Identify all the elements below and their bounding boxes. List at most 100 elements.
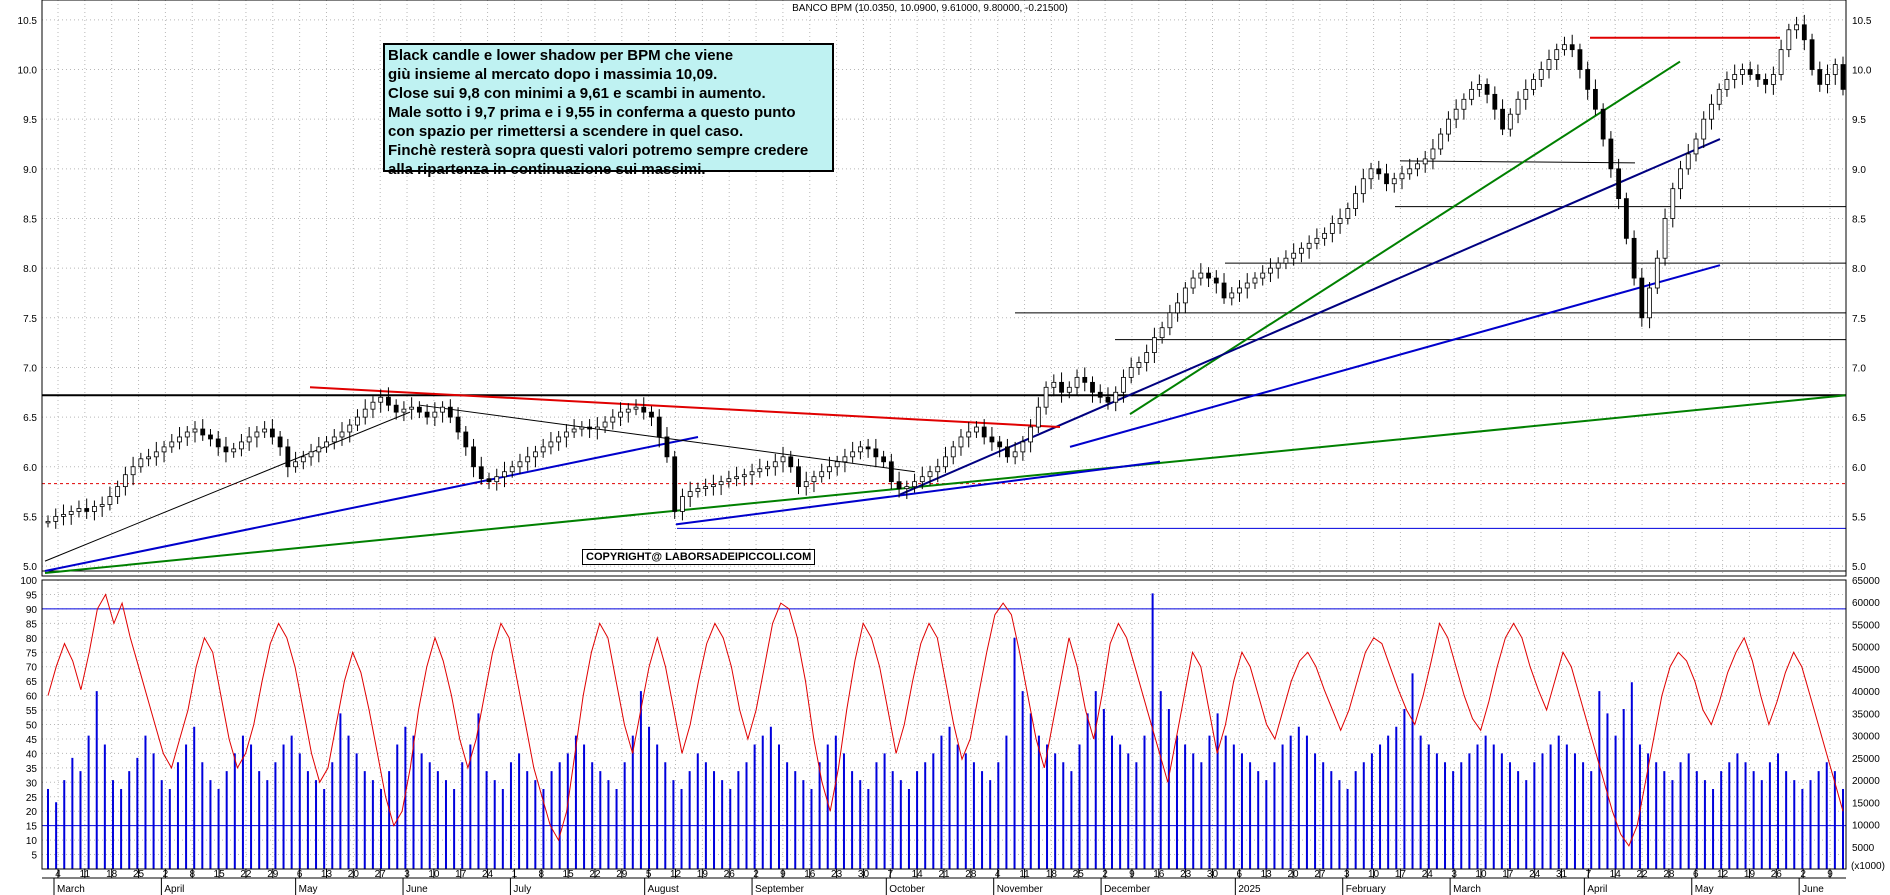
- candle-white: [556, 436, 562, 443]
- volume-tick-label: 10000: [1852, 821, 1880, 832]
- candle-white: [857, 446, 863, 453]
- volume-right-ticks: 5000 10000 15000 20000 25000 30000 35000 40000 4…: [1852, 576, 1880, 854]
- oscillator-tick-label: 5: [31, 851, 37, 862]
- candle-black: [200, 428, 206, 436]
- candle-white: [1159, 327, 1165, 339]
- trendline-green: [1129, 60, 1681, 415]
- trendline-green-long: [44, 394, 1847, 575]
- candle-white: [1345, 208, 1351, 219]
- candle-white: [1732, 74, 1738, 80]
- y-tick-label-right: 10.5: [1852, 16, 1872, 27]
- volume-tick-label: 30000: [1852, 732, 1880, 743]
- y-tick-label-left: 5.5: [23, 512, 37, 523]
- x-day-label: 3: [404, 869, 410, 880]
- candle-white: [1693, 138, 1699, 155]
- x-day-label: 17: [1502, 869, 1514, 880]
- x-month-label: May: [299, 884, 318, 895]
- candle-white: [509, 466, 515, 473]
- candle-white: [184, 431, 190, 438]
- candle-white: [850, 451, 856, 458]
- candle-white: [254, 431, 260, 438]
- candle-white: [339, 431, 345, 438]
- x-day-label: 19: [697, 869, 709, 880]
- candle-black: [1840, 64, 1846, 90]
- x-day-label: 13: [1261, 869, 1273, 880]
- candle-white: [76, 508, 82, 512]
- candle-white: [517, 461, 523, 468]
- candle-white: [153, 451, 159, 458]
- candle-white: [1701, 118, 1707, 140]
- oscillator-tick-label: 50: [26, 721, 38, 732]
- candle-white: [974, 426, 979, 433]
- candle-black: [587, 426, 592, 430]
- annotation-line: Finchè resterà sopra questi valori potre…: [388, 142, 809, 159]
- candle-white: [68, 511, 74, 515]
- candle-white: [548, 441, 554, 448]
- oscillator-tick-label: 70: [26, 663, 38, 674]
- x-day-label: 2: [1102, 869, 1108, 880]
- annotation-line: Male sotto i 9,7 prima e i 9,55 in confe…: [388, 104, 796, 121]
- x-day-label: 3: [1451, 869, 1457, 880]
- x-day-label: 26: [1771, 869, 1783, 880]
- candle-white: [749, 471, 755, 476]
- candle-white: [1430, 148, 1436, 160]
- candle-white: [1198, 272, 1204, 279]
- candle-white: [370, 401, 376, 410]
- oscillator-panel: 5 10 15 20 25 30 35 40 45 50 55 60 65 70 75 80 85 90 95 100…: [20, 576, 1885, 872]
- candle-white: [1020, 441, 1026, 453]
- candle-white: [958, 436, 964, 448]
- candle-black: [1221, 282, 1227, 299]
- trendline-blue: [44, 435, 699, 573]
- y-tick-label-right: 10.0: [1852, 66, 1872, 77]
- candle-white: [1794, 24, 1799, 31]
- candle-white: [1128, 367, 1134, 378]
- candle-white: [1422, 158, 1428, 165]
- x-month-label: June: [1802, 884, 1824, 895]
- y-tick-label-left: 10.0: [18, 66, 38, 77]
- y-tick-label-right: 7.0: [1852, 363, 1866, 374]
- candle-black: [888, 461, 894, 483]
- candle-white: [1770, 74, 1776, 85]
- candle-black: [455, 416, 461, 433]
- candle-white: [122, 474, 128, 488]
- y-tick-label-left: 8.0: [23, 264, 37, 275]
- oscillator-tick-label: 15: [26, 822, 38, 833]
- oscillator-tick-label: 10: [26, 836, 38, 847]
- candle-white: [563, 431, 569, 438]
- candle-white: [324, 441, 329, 448]
- candle-white: [1740, 69, 1745, 75]
- candle-white: [1554, 49, 1560, 60]
- x-day-label: 6: [1693, 869, 1699, 880]
- candle-white: [1353, 193, 1358, 209]
- annotation-line: Close sui 9,8 con minimi a 9,61 e scambi…: [388, 85, 766, 102]
- candle-white: [1507, 113, 1513, 130]
- oscillator-tick-label: 35: [26, 764, 38, 775]
- candle-white: [1066, 386, 1072, 393]
- y-tick-label-right: 8.0: [1852, 264, 1866, 275]
- candle-black: [471, 446, 476, 468]
- annotation-line: alla ripartenza in continuazione sui mas…: [388, 161, 706, 178]
- level-line: [1399, 160, 1636, 164]
- candle-white: [1778, 49, 1784, 75]
- candle-black: [1747, 69, 1753, 75]
- candle-white: [1461, 98, 1467, 110]
- candle-white: [1368, 168, 1374, 180]
- x-day-label: 30: [858, 869, 870, 880]
- candle-white: [1716, 88, 1722, 105]
- x-day-label: 24: [482, 869, 494, 880]
- candle-white: [1476, 84, 1482, 90]
- candle-white: [1028, 426, 1034, 443]
- candle-black: [1639, 277, 1645, 319]
- trendline-blue: [1069, 264, 1721, 448]
- candle-black: [881, 456, 887, 463]
- x-day-label: 8: [189, 869, 195, 880]
- candle-white: [1190, 277, 1196, 289]
- candle-white: [308, 451, 314, 458]
- candle-white: [1237, 287, 1242, 294]
- x-day-label: 21: [938, 869, 950, 880]
- candle-white: [293, 461, 298, 468]
- candle-black: [865, 446, 871, 450]
- x-day-label: 17: [1395, 869, 1407, 880]
- candle-white: [772, 461, 778, 468]
- candle-white: [703, 486, 709, 490]
